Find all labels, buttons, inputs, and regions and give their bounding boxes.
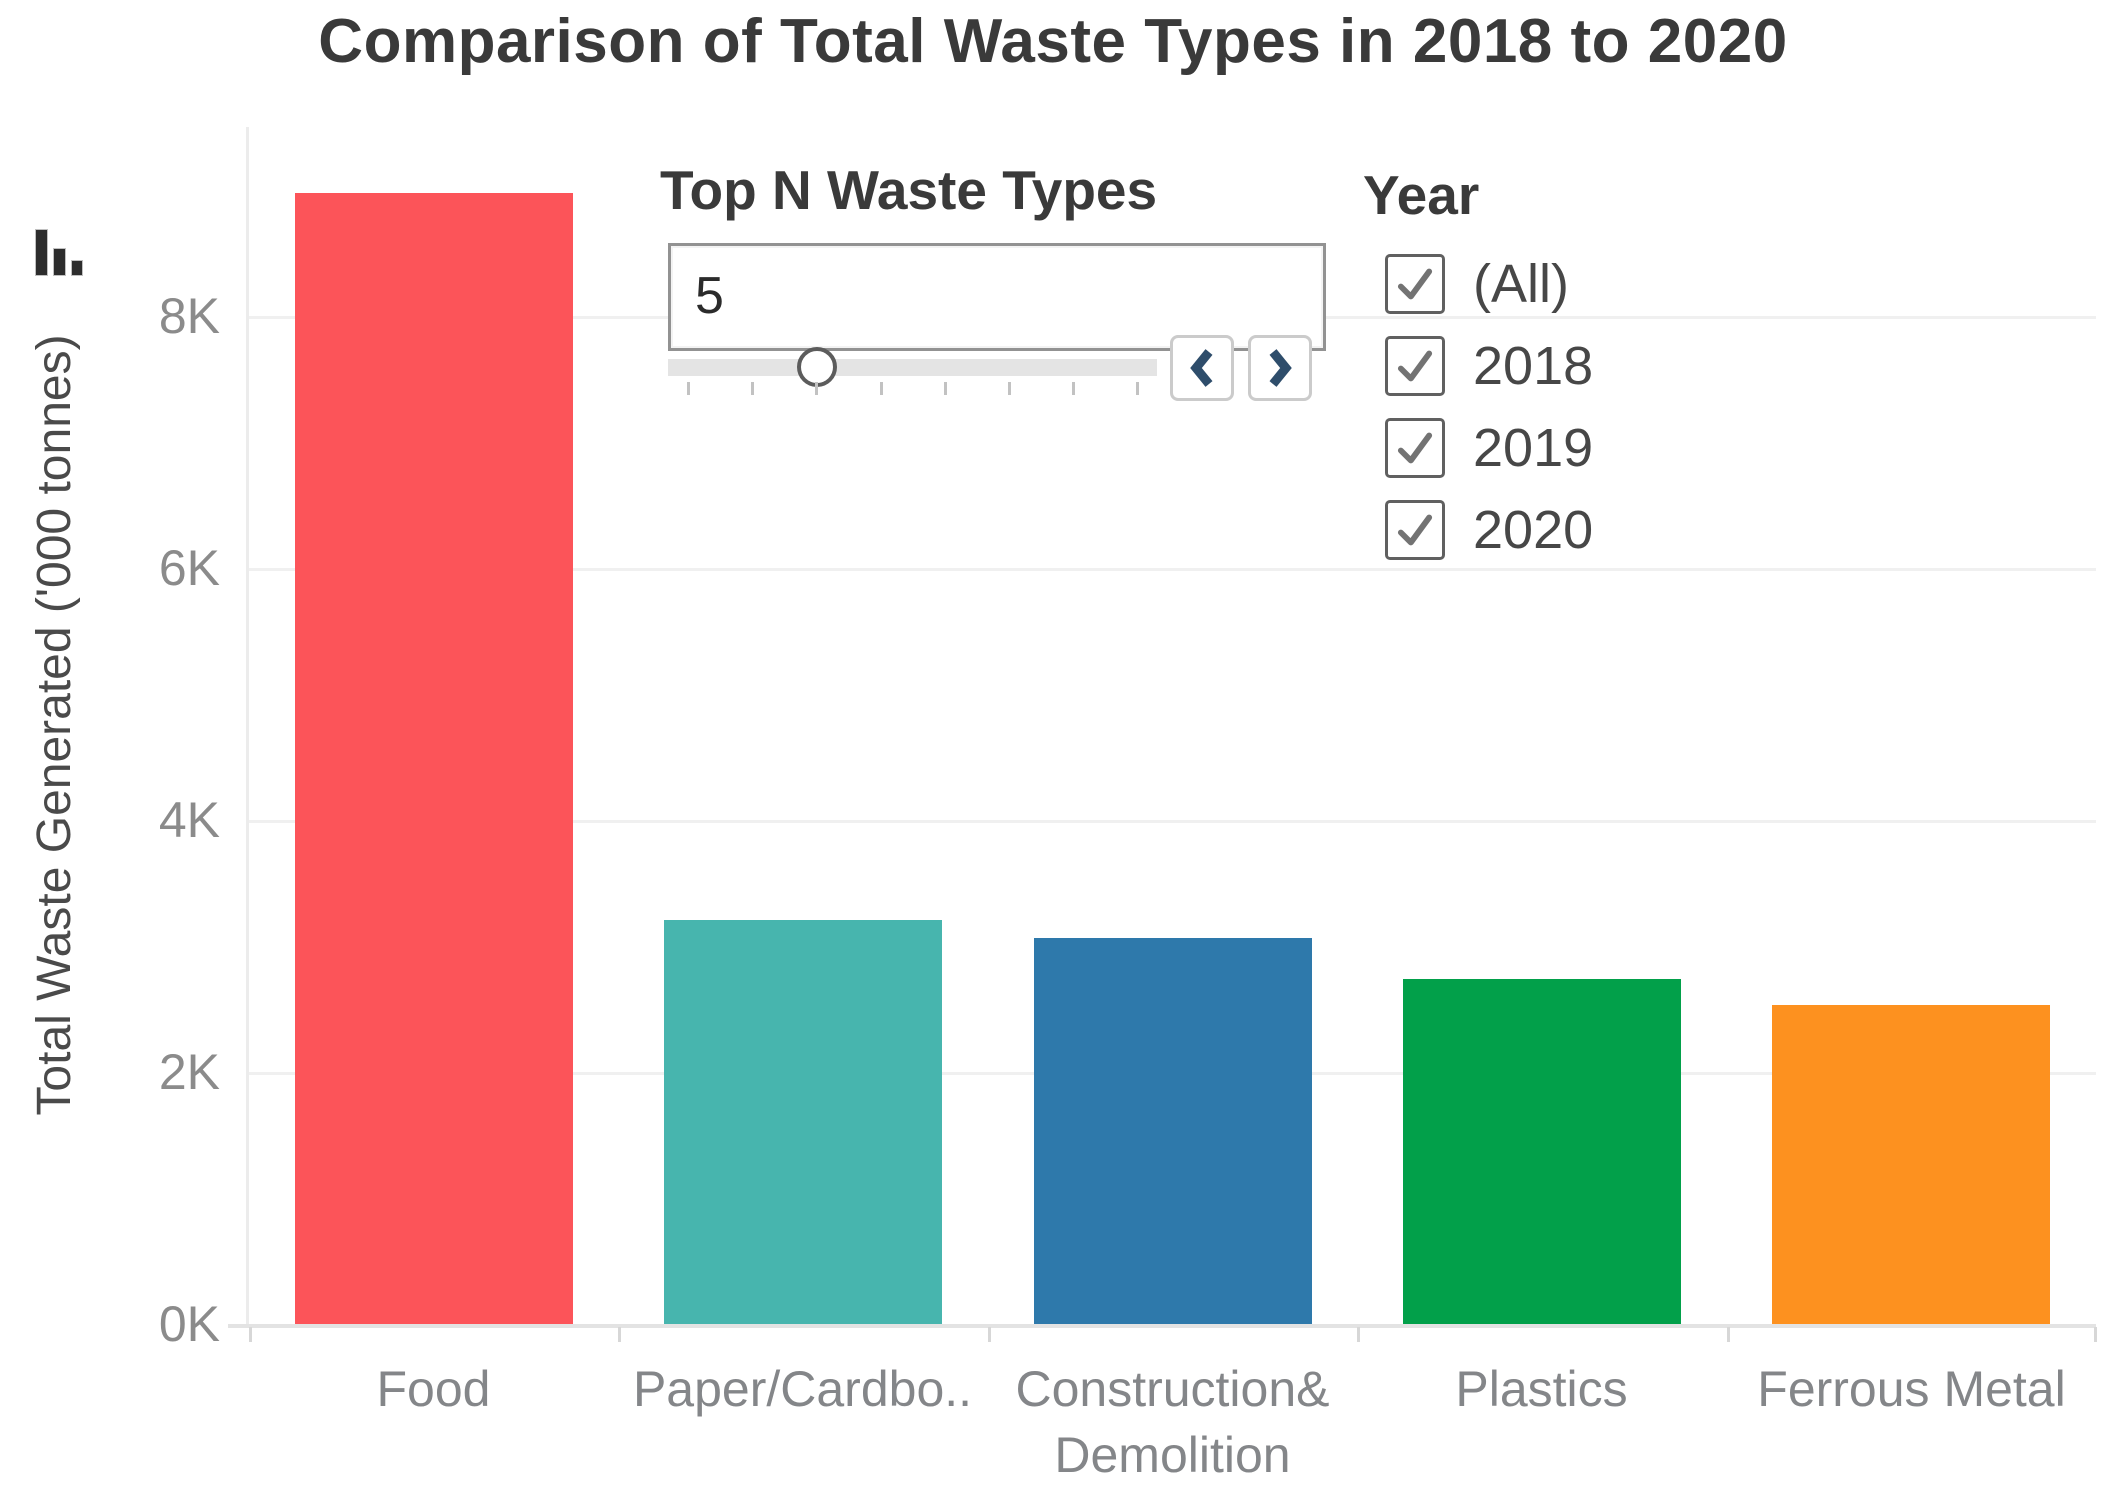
- slider-scale-tick: [1072, 382, 1076, 395]
- axis-boundary-tick: [1357, 1327, 1360, 1342]
- year-checkbox-2018[interactable]: [1385, 335, 1445, 396]
- x-axis-label: Ferrous Metal: [1757, 1361, 2066, 1417]
- year-option-row[interactable]: 2019: [1385, 417, 1593, 478]
- year-option-label: 2020: [1473, 499, 1594, 560]
- year-checkbox-2019[interactable]: [1385, 417, 1445, 478]
- year-checkbox-2020[interactable]: [1385, 499, 1445, 560]
- x-axis-label: Plastics: [1455, 1361, 1628, 1417]
- slider-scale-tick: [1008, 382, 1011, 395]
- year-option-label: 2018: [1473, 335, 1594, 396]
- y-tick-label: 0K: [158, 1296, 220, 1352]
- page-title: Comparison of Total Waste Types in 2018 …: [318, 7, 1788, 76]
- bar-ferrous-metal[interactable]: [1772, 1005, 2050, 1324]
- axis-boundary-tick: [618, 1327, 621, 1342]
- slider-scale-tick: [879, 382, 883, 395]
- chevron-left-icon: [1190, 349, 1213, 387]
- bar-food[interactable]: [295, 193, 573, 1324]
- slider-scale-tick: [815, 382, 819, 395]
- bar-plastics[interactable]: [1403, 979, 1681, 1324]
- year-option-row[interactable]: (All): [1385, 253, 1593, 314]
- gridline-6K: [249, 568, 2096, 571]
- year-checkbox-all[interactable]: [1385, 253, 1445, 314]
- y-tick-label: 2K: [158, 1044, 220, 1100]
- year-option-label: 2019: [1473, 417, 1594, 478]
- axis-boundary-tick: [1727, 1327, 1730, 1342]
- bar-paper-cardbo[interactable]: [664, 920, 942, 1324]
- year-option-row[interactable]: 2020: [1385, 499, 1593, 560]
- check-icon: [1397, 514, 1433, 545]
- slider-scale-tick: [687, 382, 690, 395]
- axis-boundary-tick: [988, 1327, 991, 1342]
- x-axis-label: Construction& Demolition: [1015, 1361, 1330, 1483]
- y-tick-label: 6K: [158, 540, 220, 596]
- check-icon: [1397, 268, 1433, 299]
- year-option-label: (All): [1473, 253, 1569, 314]
- y-axis-line: [246, 127, 249, 1327]
- chevron-right-icon: [1269, 349, 1292, 387]
- check-icon: [1397, 432, 1433, 463]
- axis-boundary-tick: [249, 1327, 252, 1342]
- slider-scale-tick: [1136, 382, 1140, 395]
- year-option-row[interactable]: 2018: [1385, 335, 1593, 396]
- y-tick-label: 4K: [158, 792, 220, 848]
- top-n-slider-track[interactable]: [668, 359, 1157, 376]
- slider-scale-tick: [943, 382, 947, 395]
- top-n-increment-button[interactable]: [1248, 335, 1312, 401]
- top-n-value-input[interactable]: 5: [668, 243, 1326, 351]
- x-axis-label: Food: [376, 1361, 491, 1417]
- slider-scale-tick: [751, 382, 755, 395]
- bar-chart-icon: [36, 229, 86, 275]
- axis-boundary-tick: [2094, 1327, 2097, 1342]
- x-axis-label: Paper/Cardbo..: [632, 1361, 973, 1417]
- top-n-decrement-button[interactable]: [1170, 335, 1234, 401]
- gridline-4K: [249, 820, 2096, 823]
- bar-construction-demolition[interactable]: [1034, 938, 1312, 1324]
- year-filter-list: (All) 2018 2019 2020: [1385, 253, 1593, 560]
- x-axis-line: [228, 1324, 2096, 1328]
- year-filter-title: Year: [1363, 164, 1480, 226]
- top-n-slider-thumb[interactable]: [797, 347, 837, 387]
- top-n-filter-title: Top N Waste Types: [660, 159, 1158, 221]
- y-tick-label: 8K: [158, 288, 220, 344]
- check-icon: [1397, 350, 1433, 381]
